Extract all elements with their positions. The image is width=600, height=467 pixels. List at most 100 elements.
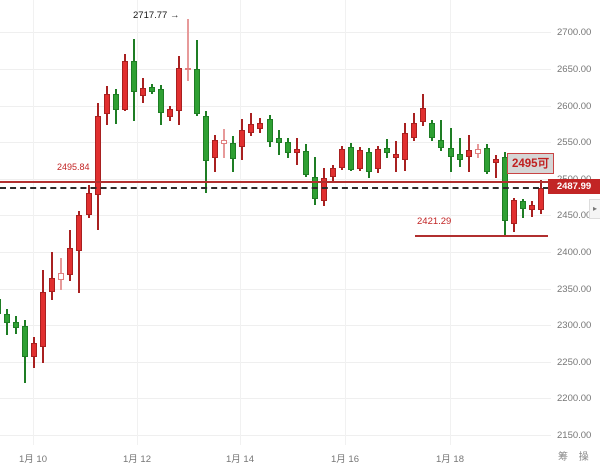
price-gridline xyxy=(0,398,551,400)
candle-body-down xyxy=(13,322,20,329)
date-gridline xyxy=(450,0,451,445)
candle-wick-down xyxy=(458,137,461,168)
candle-wick-up xyxy=(494,155,497,179)
candle-body-down xyxy=(501,156,508,222)
price-gridline xyxy=(0,215,551,217)
date-tick-label: 1月 10 xyxy=(19,454,47,465)
candle-body-up xyxy=(67,247,74,275)
date-tick-label: 1月 16 xyxy=(331,454,359,465)
price-gridline xyxy=(0,435,551,436)
candle-body-down xyxy=(130,60,137,93)
candle-body-down xyxy=(483,148,490,173)
price-gridline xyxy=(0,32,551,34)
price-tick-label: 2700.00 xyxy=(557,27,592,39)
candle-body-up xyxy=(357,149,363,169)
candle-body-down xyxy=(266,118,273,143)
date-gridline xyxy=(345,0,346,445)
high-price-annotation: 2717.77 → xyxy=(133,10,180,21)
price-tick-label: 2350.00 xyxy=(557,283,592,295)
candle-body-down xyxy=(429,123,436,138)
price-gridline xyxy=(0,178,551,180)
panel-collapse-button[interactable]: ▸ xyxy=(589,199,600,219)
price-tick-label: 2300.00 xyxy=(557,320,592,332)
candle-body-down xyxy=(366,151,373,173)
candle-body-up xyxy=(76,215,83,251)
candle-body-up xyxy=(293,148,300,154)
candle-body-down xyxy=(447,148,454,157)
date-gridline xyxy=(33,0,34,445)
price-gridline xyxy=(0,142,551,144)
candle-body-up xyxy=(185,68,192,71)
candle-body-up xyxy=(338,148,345,168)
price-gridline xyxy=(0,252,551,253)
candle-body-up xyxy=(393,153,400,159)
price-tick-label: 2400.00 xyxy=(557,247,592,258)
candle-body-up xyxy=(248,123,255,133)
candle-body-down xyxy=(148,86,155,92)
candle-body-up xyxy=(375,148,382,170)
date-gridline xyxy=(240,0,241,445)
price-tick-label: 2250.00 xyxy=(557,356,592,368)
price-gridline xyxy=(0,325,551,327)
candle-body-down xyxy=(275,137,282,143)
candle-body-down xyxy=(4,314,11,323)
date-tick-label: 1月 12 xyxy=(123,454,151,465)
candle-body-up xyxy=(329,167,336,177)
candle-body-up xyxy=(94,115,101,195)
candle-body-down xyxy=(384,148,391,154)
candle-body-up xyxy=(49,278,56,293)
candle-body-up xyxy=(402,132,409,160)
candle-body-down xyxy=(0,298,1,315)
candle-body-up xyxy=(121,60,128,110)
support-line xyxy=(415,235,548,238)
current-price-tag: 2487.99 xyxy=(548,179,600,194)
price-gridline xyxy=(0,69,551,70)
price-gridline xyxy=(0,288,551,290)
candle-body-up xyxy=(528,205,535,211)
candle-body-up xyxy=(40,292,47,348)
date-gridline xyxy=(137,0,138,445)
resistance-line xyxy=(0,180,600,183)
trade-note-tag: 2495可 xyxy=(507,153,555,174)
candle-wick-up xyxy=(78,211,81,293)
candle-body-up xyxy=(411,123,418,138)
candle-body-up xyxy=(474,148,481,154)
candle-body-up xyxy=(212,140,219,159)
candle-body-up xyxy=(176,67,182,111)
price-tick-label: 2600.00 xyxy=(557,100,592,112)
candle-body-up xyxy=(85,193,92,216)
candle-wick-down xyxy=(277,130,280,156)
candle-body-down xyxy=(347,147,354,170)
price-tick-label: 2450.00 xyxy=(557,210,592,222)
price-gridline xyxy=(0,361,551,363)
support-price-label: 2421.29 xyxy=(417,216,452,227)
candle-body-up xyxy=(510,200,517,225)
candle-body-up xyxy=(320,178,327,201)
candle-body-down xyxy=(22,325,29,358)
candle-body-down xyxy=(284,142,291,154)
candle-body-down xyxy=(112,93,119,110)
corner-watermark-text: 筹 操 xyxy=(558,452,593,463)
current-price-line xyxy=(0,186,549,189)
candle-body-up xyxy=(465,149,472,157)
candle-body-up xyxy=(58,273,65,280)
date-tick-label: 1月 18 xyxy=(436,454,464,465)
candle-body-up xyxy=(103,93,110,114)
candle-body-up xyxy=(221,140,228,145)
candle-body-down xyxy=(438,140,445,149)
candle-body-down xyxy=(230,142,237,160)
candle-body-down xyxy=(194,69,201,114)
price-tick-label: 2550.00 xyxy=(557,137,592,149)
candle-wick-up xyxy=(187,19,190,81)
candle-body-down xyxy=(203,115,210,162)
candle-body-up xyxy=(492,159,499,164)
candle-body-up xyxy=(166,108,173,117)
candle-body-up xyxy=(239,130,246,148)
date-tick-label: 1月 14 xyxy=(226,454,254,465)
price-gridline xyxy=(0,105,551,107)
candle-body-up xyxy=(420,107,427,122)
resistance-price-label: 2495.84 xyxy=(57,162,90,172)
candle-body-down xyxy=(302,150,309,176)
candle-body-up xyxy=(31,342,38,358)
